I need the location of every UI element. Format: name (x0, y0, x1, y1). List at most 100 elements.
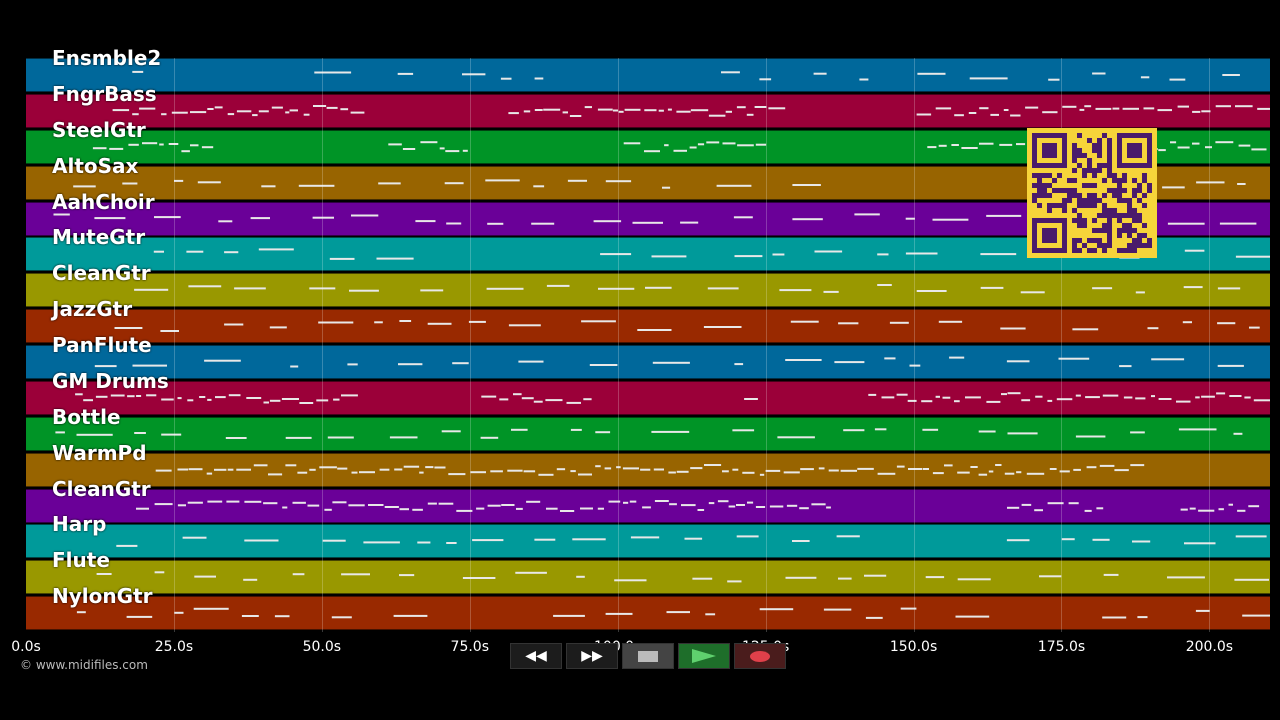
midi-note (838, 322, 859, 325)
midi-note (560, 509, 575, 512)
midi-note (534, 539, 556, 542)
midi-note (1217, 287, 1241, 290)
qr-module (1117, 228, 1122, 233)
midi-note (645, 287, 672, 290)
midi-note (307, 504, 320, 507)
midi-note (1180, 508, 1188, 511)
qr-module (1037, 193, 1042, 198)
qr-module (1127, 228, 1132, 233)
midi-note (722, 469, 729, 472)
qr-module (1102, 223, 1107, 228)
midi-note (704, 463, 722, 466)
qr-module (1122, 228, 1127, 233)
midi-note (755, 143, 767, 146)
midi-note (309, 468, 316, 471)
midi-note (1235, 256, 1270, 259)
midi-note (161, 398, 174, 401)
midi-note (160, 330, 179, 333)
qr-module (1067, 178, 1072, 183)
midi-note (644, 149, 660, 152)
qr-module (1122, 198, 1127, 203)
midi-note (332, 500, 347, 503)
midi-note (785, 577, 817, 580)
qr-module (1092, 173, 1097, 178)
midi-note (1004, 472, 1015, 475)
qr-module (1077, 163, 1082, 168)
midi-note (1235, 105, 1253, 108)
midi-note (581, 320, 616, 323)
qr-module (1092, 193, 1097, 198)
record-icon (750, 650, 770, 662)
midi-note (1201, 395, 1215, 398)
qr-module (1132, 208, 1137, 213)
midi-note (716, 184, 752, 187)
qr-module (1127, 143, 1142, 158)
midi-note (1219, 222, 1257, 225)
midi-note (566, 401, 581, 404)
midi-note (289, 109, 298, 112)
qr-module (1107, 243, 1112, 248)
stop-button[interactable] (622, 643, 674, 669)
qr-module (1102, 243, 1107, 248)
midi-note (818, 467, 825, 470)
midi-note (949, 356, 965, 359)
midi-note (359, 470, 375, 473)
midi-note (666, 611, 690, 614)
midi-note (736, 106, 746, 109)
midi-note (1007, 506, 1020, 509)
midi-note (297, 471, 308, 474)
midi-note (572, 538, 606, 541)
midi-note (734, 363, 744, 366)
qr-module (1102, 228, 1107, 233)
qr-module (1107, 173, 1112, 178)
rewind-button[interactable]: ◀◀ (510, 643, 562, 669)
midi-note (697, 143, 705, 146)
qr-module (1102, 208, 1107, 213)
midi-note (1135, 397, 1146, 400)
midi-note (207, 107, 214, 110)
qr-module (1082, 198, 1087, 203)
midi-note (1114, 468, 1129, 471)
track-notes (116, 535, 1267, 548)
midi-note (318, 321, 354, 324)
midi-note (697, 508, 705, 511)
midi-note (598, 288, 635, 291)
midi-note (1242, 614, 1270, 617)
play-button[interactable] (678, 643, 730, 669)
midi-note (419, 471, 424, 474)
track-name: Ensmble2 (52, 46, 162, 70)
midi-note (507, 469, 523, 472)
qr-module (1102, 203, 1107, 208)
midi-note (1072, 328, 1099, 331)
qr-module (1142, 178, 1147, 183)
midi-note (927, 145, 937, 148)
track-lane (26, 309, 1270, 344)
track-name: CleanGtr (52, 476, 151, 501)
midi-note (1170, 141, 1177, 144)
midi-note (341, 573, 370, 576)
qr-module (1097, 228, 1102, 233)
midi-note (734, 255, 763, 258)
midi-note (1006, 360, 1030, 363)
midi-note (1229, 394, 1242, 397)
midi-note (299, 401, 314, 404)
midi-note (534, 108, 543, 111)
midi-note (399, 507, 409, 510)
qr-module (1107, 208, 1112, 213)
midi-note (1042, 111, 1058, 114)
midi-note (969, 77, 1008, 80)
record-button[interactable] (734, 643, 786, 669)
qr-module (1107, 218, 1112, 223)
qr-module (1147, 238, 1152, 243)
qr-module (1077, 193, 1082, 198)
midi-note (177, 468, 189, 471)
midi-note (746, 113, 754, 116)
midi-note (811, 502, 826, 505)
midi-note (604, 467, 612, 470)
qr-module (1147, 188, 1152, 193)
midi-note (576, 576, 585, 579)
midi-note (508, 111, 519, 114)
fast-forward-button[interactable]: ▶▶ (566, 643, 618, 669)
midi-note (684, 538, 703, 541)
midi-note (327, 436, 354, 439)
